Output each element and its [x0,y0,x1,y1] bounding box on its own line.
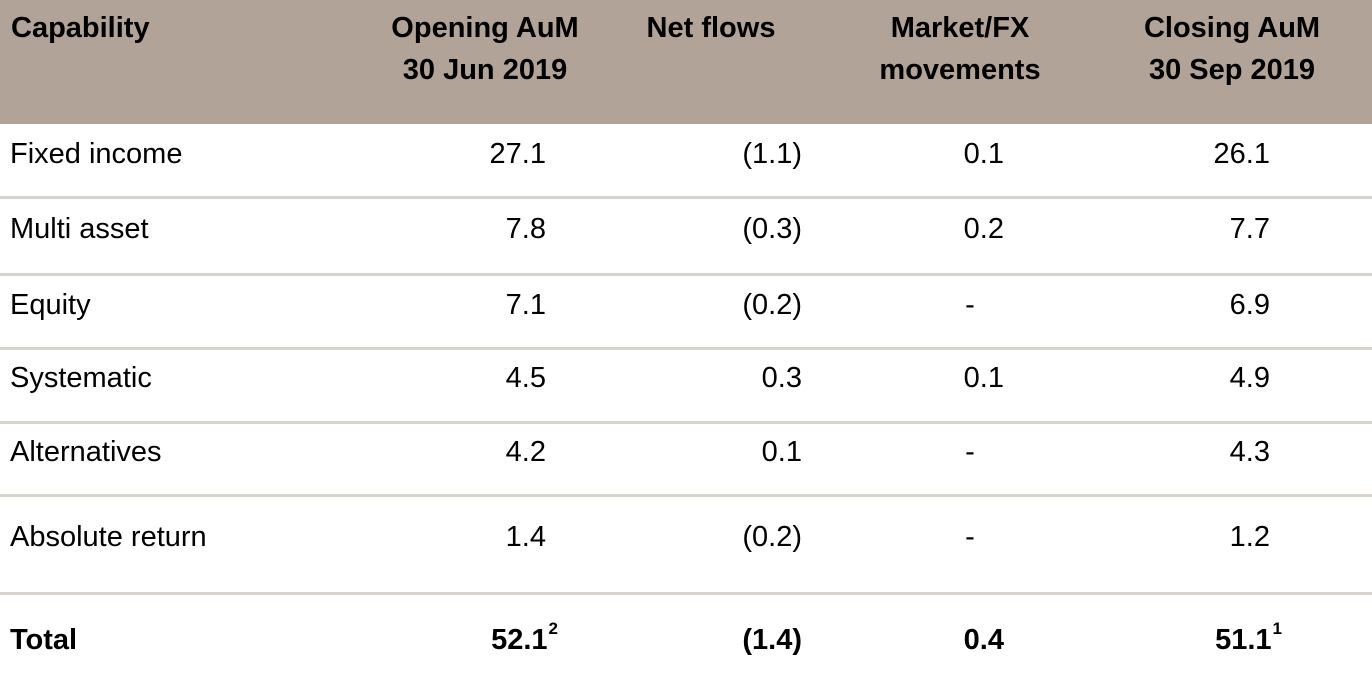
row-closing-aum: 6.9 [1229,289,1270,321]
header-opening-line1: Opening AuM [391,12,579,44]
row-opening-aum: 7.1 [505,289,546,321]
header-closing-aum: Closing AuM 30 Sep 2019 [1132,7,1332,91]
header-capability: Capability [11,7,150,49]
row-net-flows: (0.2) [742,521,802,553]
row-divider [0,347,1372,350]
total-opening-value: 52.1 [491,624,548,656]
total-opening-aum: 52.12 [380,620,558,657]
row-market-fx: 0.1 [963,362,1004,394]
header-net-flows-label: Net flows [646,12,776,44]
header-opening-line2: 30 Jun 2019 [402,54,568,86]
row-opening-aum: 27.1 [489,138,546,170]
row-net-flows: 0.3 [761,362,802,394]
header-closing-line1: Closing AuM [1143,12,1321,44]
total-market-fx: 0.4 [963,624,1004,656]
row-capability: Alternatives [10,436,162,468]
header-market-line2: movements [879,54,1041,86]
row-closing-aum: 26.1 [1213,138,1270,170]
row-divider [0,273,1372,276]
row-divider [0,494,1372,497]
total-net-flows: (1.4) [742,624,802,656]
row-market-fx: - [965,521,975,553]
total-closing-value: 51.1 [1215,624,1272,656]
row-capability: Fixed income [10,138,183,170]
row-net-flows: (1.1) [742,138,802,170]
row-closing-aum: 1.2 [1229,521,1270,553]
header-market-line1: Market/FX [890,12,1030,44]
header-net-flows: Net flows [640,7,782,49]
row-capability: Equity [10,289,91,321]
row-opening-aum: 4.2 [505,436,546,468]
row-opening-aum: 4.5 [505,362,546,394]
row-capability: Absolute return [10,521,207,553]
row-market-fx: - [965,436,975,468]
row-net-flows: (0.3) [742,213,802,245]
row-market-fx: 0.1 [963,138,1004,170]
total-closing-aum: 51.11 [1130,620,1282,657]
row-opening-aum: 1.4 [505,521,546,553]
footnote-marker: 1 [1272,619,1282,639]
header-capability-label: Capability [11,12,150,44]
row-closing-aum: 4.9 [1229,362,1270,394]
row-opening-aum: 7.8 [505,213,546,245]
header-closing-line2: 30 Sep 2019 [1148,54,1316,86]
row-divider [0,421,1372,424]
row-net-flows: 0.1 [761,436,802,468]
row-closing-aum: 7.7 [1229,213,1270,245]
total-label: Total [10,624,78,656]
row-market-fx: - [965,289,975,321]
row-closing-aum: 4.3 [1229,436,1270,468]
row-net-flows: (0.2) [742,289,802,321]
row-capability: Multi asset [10,213,149,245]
row-divider [0,196,1372,199]
row-divider [0,592,1372,595]
header-market-fx: Market/FX movements [870,7,1050,91]
row-capability: Systematic [10,362,152,394]
header-opening-aum: Opening AuM 30 Jun 2019 [380,7,590,91]
row-market-fx: 0.2 [963,213,1004,245]
footnote-marker: 2 [548,619,558,639]
table-header: Capability Opening AuM 30 Jun 2019 Net f… [0,0,1372,124]
